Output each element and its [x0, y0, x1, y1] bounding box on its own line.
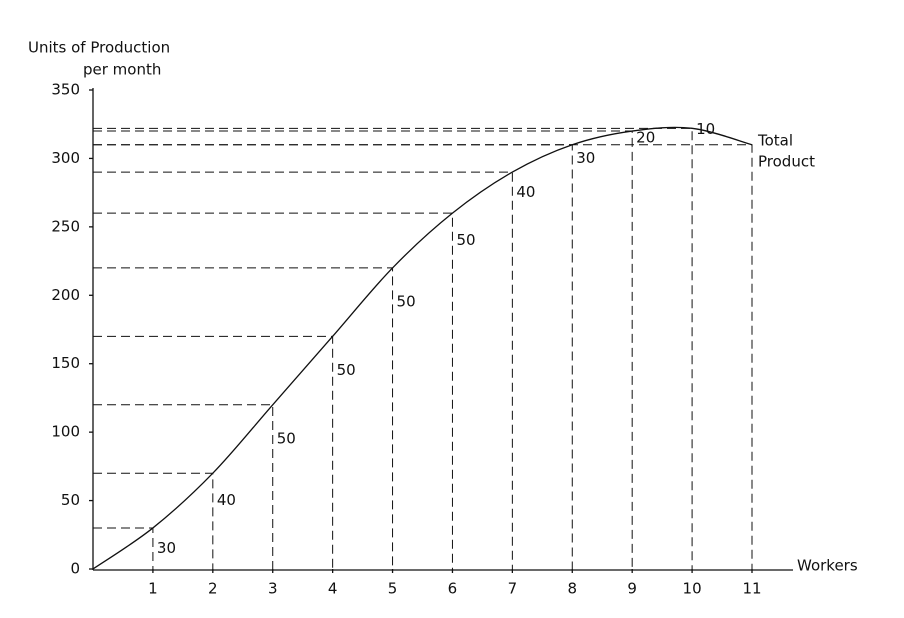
series-label: Product [758, 153, 815, 171]
guide-line [93, 404, 274, 569]
marginal-label: 50 [456, 231, 475, 249]
y-tick-label: 50 [61, 491, 80, 509]
marginal-label: 50 [337, 361, 356, 379]
marginal-label: 50 [277, 429, 296, 447]
guide-line [93, 127, 693, 569]
y-tick-label: 200 [51, 286, 80, 304]
x-tick-label: 1 [148, 580, 158, 598]
y-tick-label: 300 [51, 149, 80, 167]
marginal-label: 50 [397, 293, 416, 311]
x-tick-label: 2 [208, 580, 218, 598]
y-tick-label: 250 [51, 217, 80, 235]
guide-line [93, 267, 394, 569]
x-tick-label: 8 [567, 580, 577, 598]
guide-line [93, 335, 334, 569]
x-tick-label: 11 [742, 580, 761, 598]
y-axis-label: per month [83, 61, 161, 79]
y-tick-label: 0 [70, 560, 80, 578]
y-tick-label: 350 [51, 81, 80, 99]
x-tick-label: 4 [328, 580, 338, 598]
marginal-label: 10 [696, 120, 715, 138]
y-axis-label: Units of Production [28, 39, 170, 57]
marginal-label: 30 [576, 149, 595, 167]
y-tick-label: 150 [51, 354, 80, 372]
x-tick-label: 6 [448, 580, 458, 598]
line [92, 126, 753, 570]
guide-line [93, 130, 633, 569]
marginal-label: 20 [636, 128, 655, 146]
marginal-label: 30 [157, 539, 176, 557]
marginal-label: 40 [516, 183, 535, 201]
guide-line [93, 144, 753, 569]
x-tick-label: 9 [627, 580, 637, 598]
marginal-label: 40 [217, 491, 236, 509]
x-tick-label: 5 [388, 580, 398, 598]
x-tick-label: 3 [268, 580, 278, 598]
guide-line [93, 212, 453, 569]
x-tick-label: 10 [683, 580, 702, 598]
series-label: Total [757, 132, 793, 150]
y-tick-label: 100 [51, 423, 80, 441]
x-axis-label: Workers [797, 557, 858, 575]
x-tick-label: 7 [508, 580, 518, 598]
